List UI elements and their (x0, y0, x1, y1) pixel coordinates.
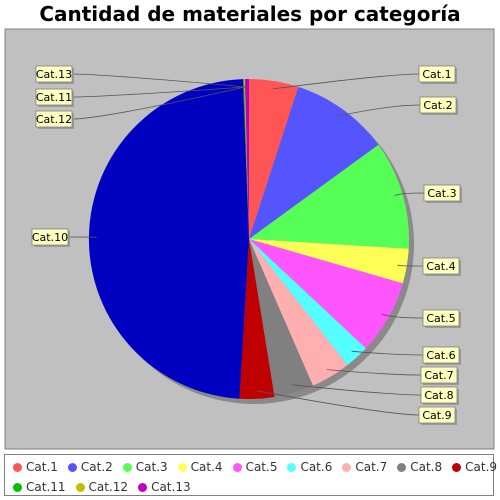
pie-slice-cat-11 (242, 79, 249, 239)
legend-label: Cat.8 (410, 460, 443, 474)
legend-item: Cat.9 (452, 460, 497, 474)
label-leader-line (397, 264, 424, 267)
legend-row: Cat.1 Cat.2 Cat.3 Cat.4 Cat.5 Cat.6 Cat.7 Cat.8… (13, 460, 500, 474)
legend-item: Cat.2 (67, 460, 113, 474)
pie-slice-cat-9 (239, 239, 275, 400)
legend-swatch (75, 482, 85, 492)
slice-label: Cat.6 (422, 346, 461, 365)
svg-text:Cat.3: Cat.3 (427, 187, 456, 200)
label-leader-line (394, 192, 425, 197)
svg-text:Cat.10: Cat.10 (32, 231, 68, 244)
legend-swatch (138, 482, 148, 492)
legend-item: Cat.3 (122, 460, 168, 474)
pie-slice-cat-3 (249, 144, 409, 249)
label-leader-line (291, 384, 422, 396)
svg-text:Cat.9: Cat.9 (422, 409, 451, 422)
legend-label: Cat.11 (26, 480, 66, 494)
pie-slice-cat-1 (249, 79, 299, 239)
legend-item: Cat.5 (232, 460, 278, 474)
legend-row: Cat.11 Cat.12 Cat.13 (13, 480, 191, 494)
svg-text:Cat.5: Cat.5 (426, 312, 455, 325)
slice-label: Cat.11 (35, 88, 74, 107)
svg-text:Cat.12: Cat.12 (36, 113, 72, 126)
legend-label: Cat.3 (135, 460, 168, 474)
legend-label: Cat.7 (355, 460, 388, 474)
legend-swatch (177, 462, 187, 472)
label-leader-line (272, 73, 420, 90)
slice-label: Cat.3 (423, 184, 462, 203)
pie-slice-cat-5 (249, 239, 403, 349)
slice-label: Cat.10 (31, 228, 70, 247)
legend-swatch (397, 462, 407, 472)
legend-label: Cat.2 (80, 460, 113, 474)
label-leader-line (351, 350, 424, 356)
pie-slice-cat-4 (249, 239, 409, 284)
pie-slice-cat-8 (249, 239, 313, 397)
slice-label: Cat.7 (420, 366, 459, 385)
legend-swatch (287, 462, 297, 472)
pie-slice-cat-13 (244, 79, 249, 239)
legend-item: Cat.7 (342, 460, 387, 474)
label-leader-line (381, 313, 424, 319)
chart-title: Cantidad de materiales por categoría (39, 2, 461, 26)
legend-item: Cat.4 (177, 460, 223, 474)
legend-swatch (13, 462, 22, 472)
legend-swatch (122, 462, 132, 472)
svg-text:Cat.13: Cat.13 (36, 68, 72, 81)
pie-slice-cat-2 (249, 86, 379, 239)
legend-label: Cat.5 (245, 460, 278, 474)
legend-item: Cat.12 (75, 480, 129, 494)
legend-item: Cat.13 (138, 480, 191, 494)
legend: Cat.1 Cat.2 Cat.3 Cat.4 Cat.5 Cat.6 Cat.7 Cat.8… (4, 454, 497, 496)
legend-label: Cat.12 (88, 480, 129, 494)
legend-swatch (342, 462, 352, 472)
pie-slice-cat-7 (249, 239, 348, 386)
legend-item: Cat.11 (13, 480, 66, 494)
legend-swatch (67, 462, 77, 472)
legend-label: Cat.1 (26, 460, 58, 474)
svg-text:Cat.11: Cat.11 (36, 91, 72, 104)
svg-text:Cat.7: Cat.7 (424, 369, 453, 382)
legend-swatch (13, 482, 22, 492)
label-leader-line (71, 73, 248, 88)
legend-label: Cat.4 (190, 460, 223, 474)
pie-slice-cat-6 (249, 239, 366, 366)
label-leader-line (338, 104, 421, 117)
legend-item: Cat.1 (13, 460, 58, 474)
slice-label: Cat.9 (418, 406, 457, 425)
legend-item: Cat.8 (397, 460, 442, 474)
slice-label: Cat.1 (418, 65, 457, 84)
svg-text:Cat.2: Cat.2 (423, 99, 452, 112)
pie-slice-cat-10 (88, 79, 249, 399)
legend-item: Cat.6 (287, 460, 332, 474)
legend-swatch (232, 462, 242, 472)
svg-text:Cat.8: Cat.8 (424, 389, 453, 402)
slice-label: Cat.8 (420, 386, 459, 405)
slice-label: Cat.2 (419, 96, 458, 115)
label-leader-line (256, 390, 420, 416)
svg-text:Cat.4: Cat.4 (426, 260, 455, 273)
slice-label: Cat.12 (35, 110, 74, 129)
legend-label: Cat.13 (151, 480, 191, 494)
slice-label: Cat.4 (422, 257, 461, 276)
label-leader-line (71, 86, 244, 98)
slice-label: Cat.5 (422, 309, 461, 328)
legend-swatch (452, 462, 462, 472)
svg-text:Cat.1: Cat.1 (422, 68, 451, 81)
label-leader-line (71, 86, 245, 120)
pie-slice-cat-12 (243, 79, 249, 239)
svg-text:Cat.6: Cat.6 (426, 349, 455, 362)
slice-label: Cat.13 (35, 65, 74, 84)
legend-label: Cat.6 (300, 460, 333, 474)
label-leader-line (326, 369, 422, 376)
legend-label: Cat.9 (465, 460, 498, 474)
